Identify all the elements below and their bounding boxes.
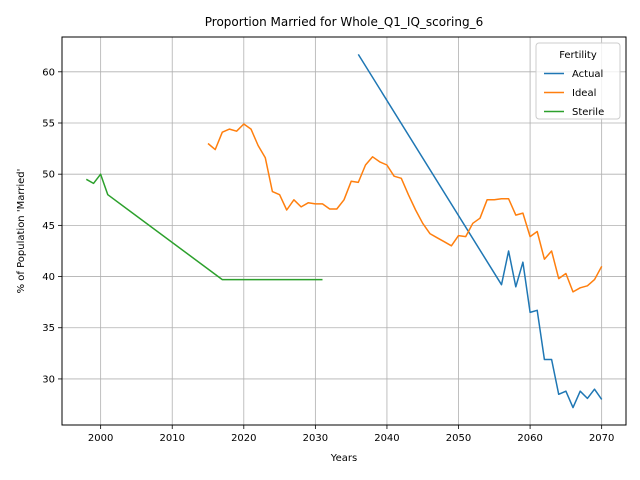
y-tick-label: 60 — [42, 67, 55, 78]
x-tick-label: 2010 — [159, 433, 184, 444]
series-line-actual — [357, 54, 603, 409]
series-line-sterile — [85, 173, 323, 281]
legend-label-sterile: Sterile — [572, 107, 604, 118]
y-tick-label: 55 — [42, 118, 55, 129]
chart-title: Proportion Married for Whole_Q1_IQ_scori… — [205, 15, 483, 29]
plot-area-frame — [61, 36, 627, 426]
x-tick-label: 2060 — [517, 433, 542, 444]
legend-label-actual: Actual — [572, 69, 603, 80]
legend-label-ideal: Ideal — [572, 88, 596, 99]
x-axis-title: Years — [330, 453, 357, 464]
y-tick-label: 45 — [42, 221, 55, 232]
x-tick-label: 2040 — [374, 433, 399, 444]
legend-title: Fertility — [559, 50, 597, 61]
y-tick-label: 50 — [42, 170, 55, 181]
y-tick-label: 30 — [42, 374, 55, 385]
series-line-ideal — [207, 123, 603, 293]
axis-ticks: 2000 2010 2020 2030 2040 2050 2060 2070 30 35 40 45… — [42, 67, 614, 444]
y-tick-label: 35 — [42, 323, 55, 334]
x-tick-label: 2070 — [589, 433, 614, 444]
x-tick-label: 2000 — [88, 433, 113, 444]
x-tick-label: 2030 — [303, 433, 328, 444]
legend: Fertility Actual Ideal Sterile — [535, 42, 621, 120]
legend-entries: Actual Ideal Sterile — [544, 69, 604, 118]
legend-box — [535, 42, 621, 120]
x-tick-label: 2050 — [446, 433, 471, 444]
y-tick-label: 40 — [42, 272, 55, 283]
series-lines — [85, 54, 603, 409]
y-axis-title: % of Population 'Married' — [16, 169, 27, 294]
x-tick-label: 2020 — [231, 433, 256, 444]
